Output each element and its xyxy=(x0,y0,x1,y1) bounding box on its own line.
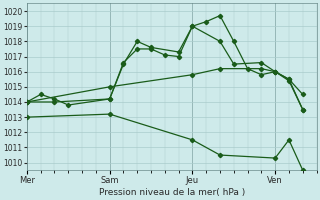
X-axis label: Pression niveau de la mer( hPa ): Pression niveau de la mer( hPa ) xyxy=(99,188,245,197)
